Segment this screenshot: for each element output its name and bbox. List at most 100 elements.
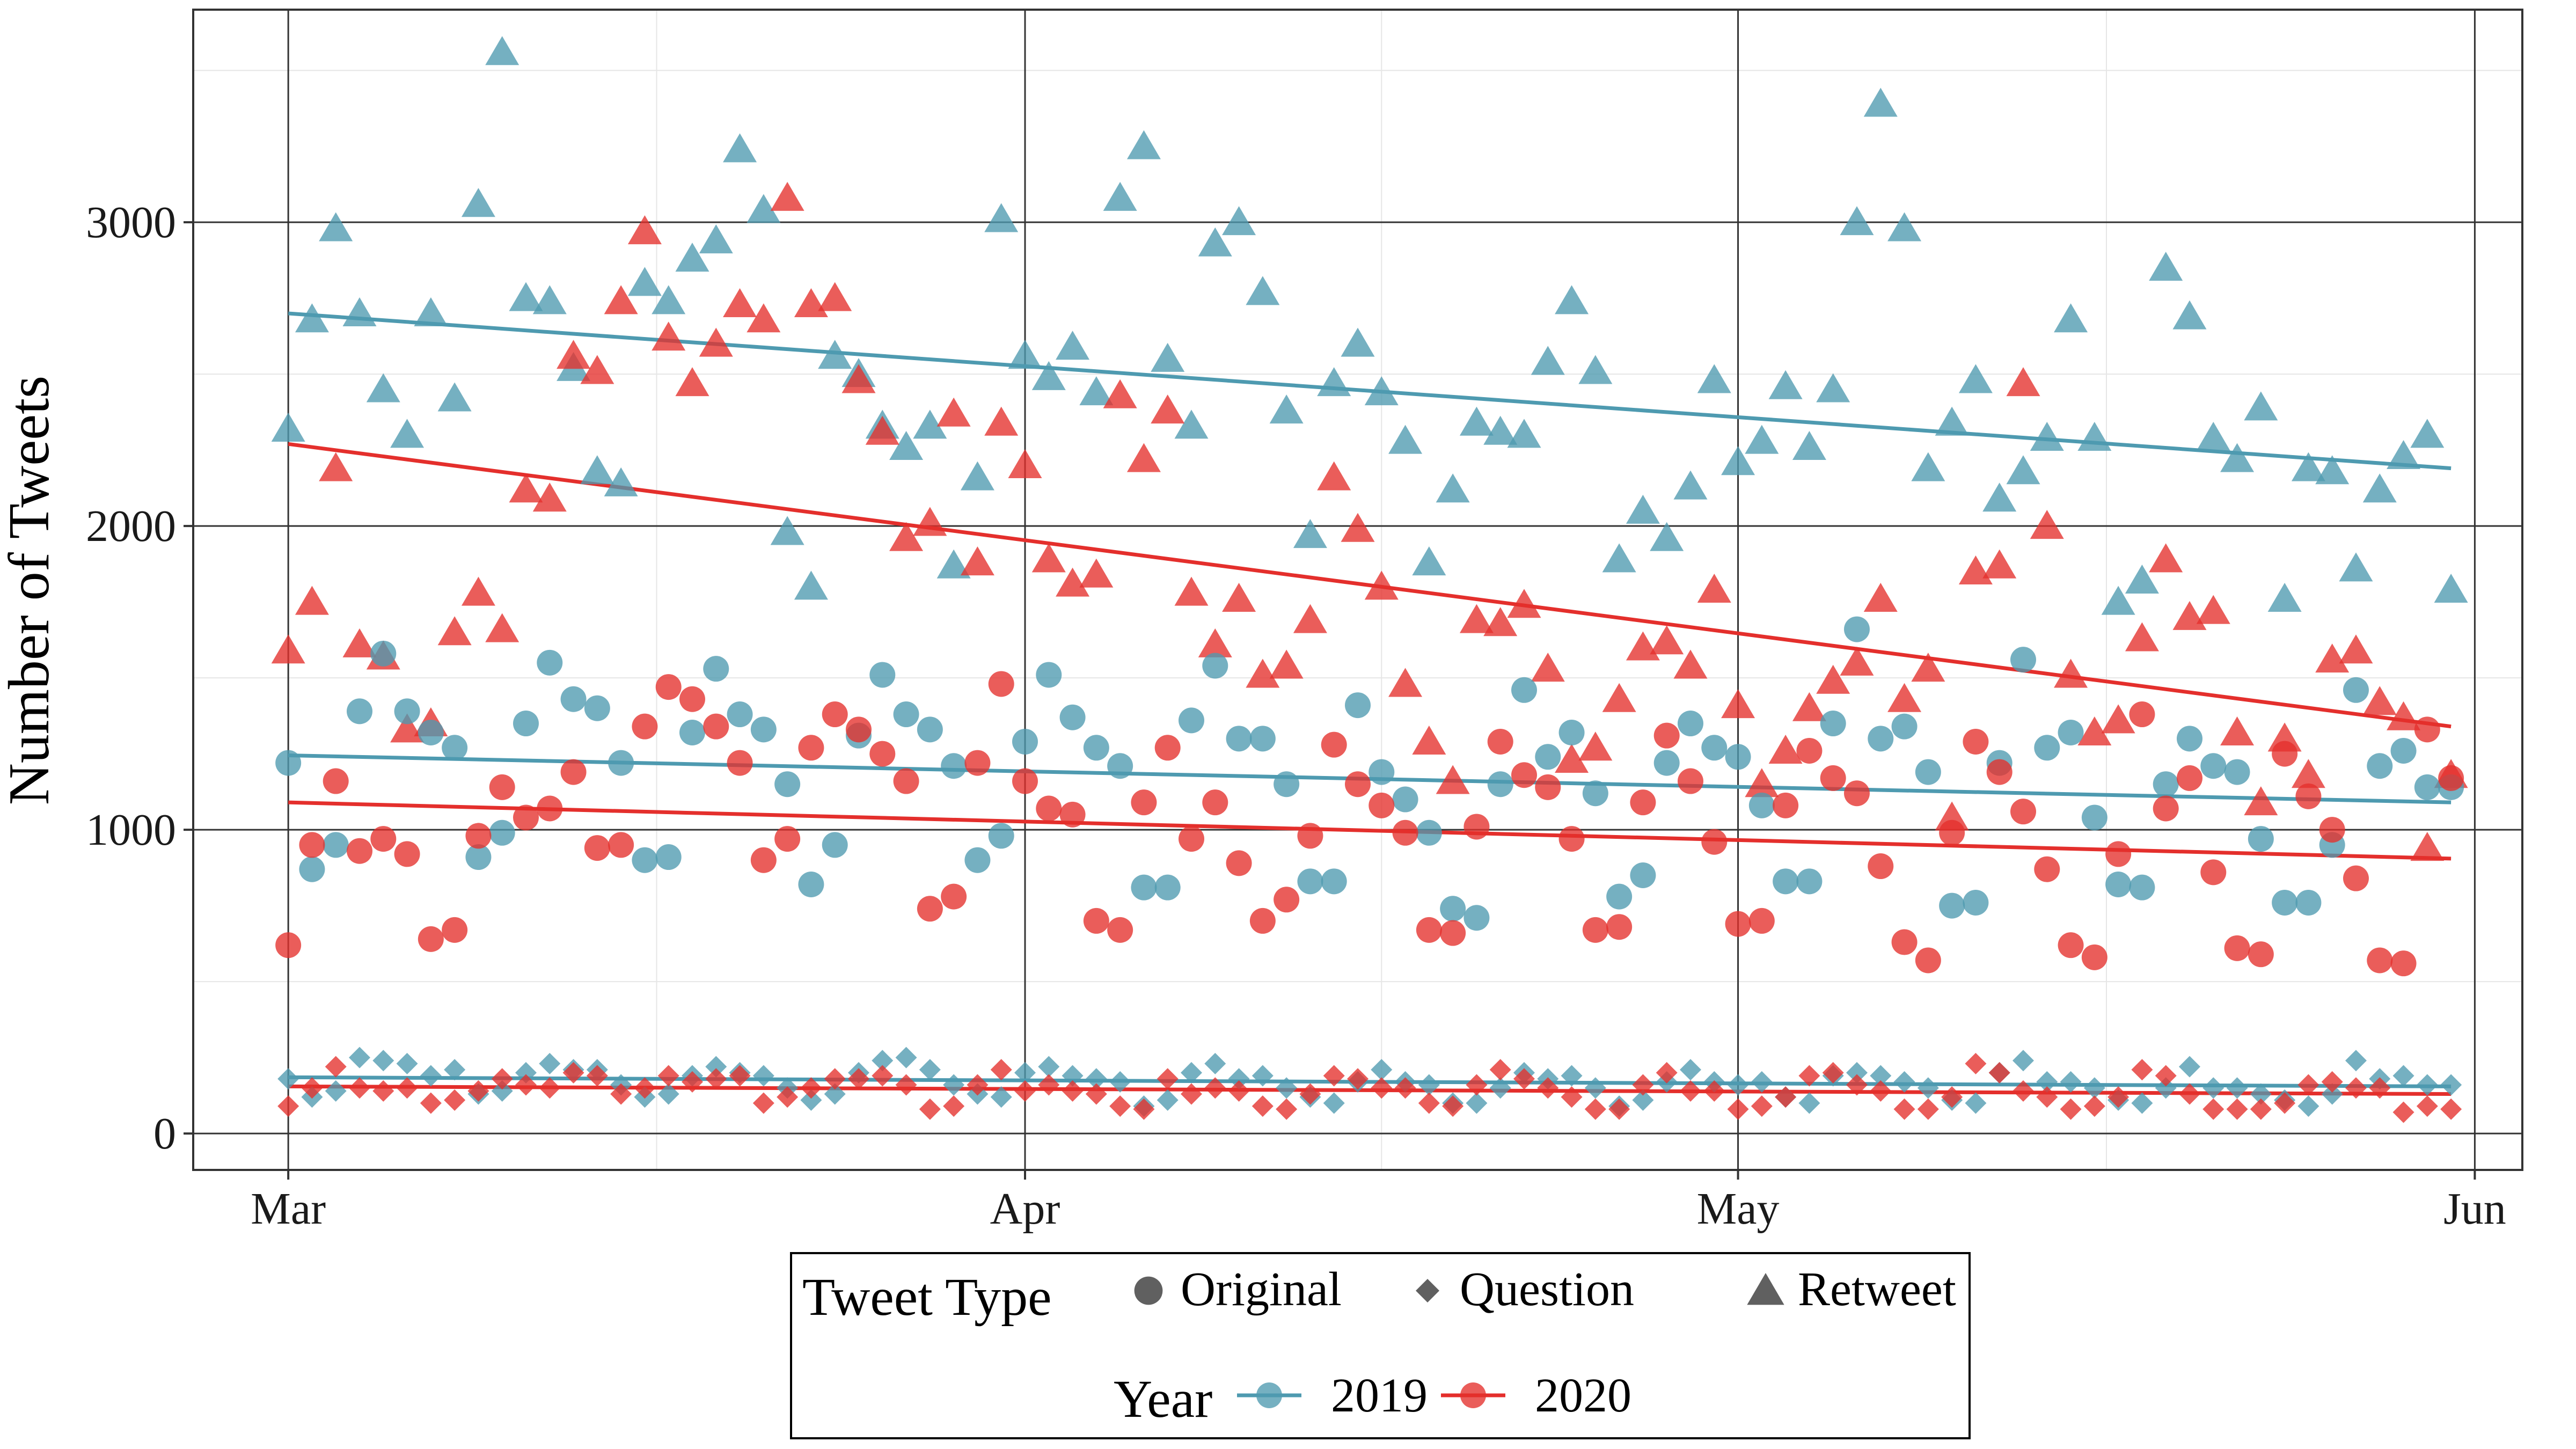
legend-shape-label: Retweet xyxy=(1798,1263,1956,1316)
point-retweet-2019 xyxy=(2149,252,2183,281)
point-question-2020 xyxy=(467,1080,489,1102)
point-question-2020 xyxy=(1442,1095,1464,1117)
point-original-2019 xyxy=(2414,774,2440,800)
point-question-2019 xyxy=(1632,1089,1654,1111)
point-retweet-2020 xyxy=(2030,510,2064,539)
point-retweet-2020 xyxy=(2125,622,2159,652)
point-retweet-2019 xyxy=(2220,443,2255,472)
point-original-2020 xyxy=(1345,771,1371,797)
point-original-2020 xyxy=(1131,789,1157,816)
point-retweet-2019 xyxy=(1269,394,1304,424)
point-retweet-2019 xyxy=(747,194,781,223)
point-question-2019 xyxy=(1228,1068,1250,1090)
point-retweet-2020 xyxy=(960,546,994,576)
point-original-2019 xyxy=(869,662,896,688)
point-question-2019 xyxy=(919,1059,941,1081)
point-original-2019 xyxy=(323,832,349,858)
point-retweet-2020 xyxy=(1364,570,1399,600)
point-question-2020 xyxy=(586,1065,608,1087)
point-original-2020 xyxy=(1915,947,1941,974)
point-retweet-2020 xyxy=(2244,786,2278,816)
point-question-2020 xyxy=(848,1068,869,1090)
point-retweet-2020 xyxy=(1578,731,1613,761)
point-original-2019 xyxy=(1440,896,1466,922)
point-retweet-2019 xyxy=(1578,355,1613,384)
point-retweet-2020 xyxy=(1341,513,1375,542)
point-original-2020 xyxy=(513,804,539,831)
point-question-2020 xyxy=(515,1074,537,1096)
point-original-2020 xyxy=(1963,728,1989,755)
point-original-2020 xyxy=(1535,774,1561,800)
point-retweet-2020 xyxy=(1792,692,1826,721)
point-question-2019 xyxy=(539,1052,561,1074)
legend-shape-label: Original xyxy=(1181,1263,1342,1316)
point-original-2019 xyxy=(394,698,420,724)
point-question-2019 xyxy=(1466,1092,1488,1114)
point-question-2019 xyxy=(872,1050,894,1072)
point-retweet-2019 xyxy=(1364,376,1399,406)
point-original-2020 xyxy=(2058,932,2084,958)
point-question-2020 xyxy=(1846,1074,1868,1096)
point-question-2019 xyxy=(277,1068,299,1090)
point-original-2020 xyxy=(1487,728,1513,755)
point-question-2020 xyxy=(777,1086,799,1108)
point-original-2019 xyxy=(1796,868,1823,895)
point-original-2020 xyxy=(1678,768,1703,794)
point-retweet-2019 xyxy=(1911,452,1945,481)
point-retweet-2020 xyxy=(936,397,971,427)
point-original-2020 xyxy=(2034,856,2060,882)
point-original-2020 xyxy=(1154,735,1181,761)
point-question-2020 xyxy=(2083,1095,2105,1117)
point-original-2019 xyxy=(1131,874,1157,901)
point-retweet-2019 xyxy=(1745,425,1779,454)
point-retweet-2020 xyxy=(271,634,305,664)
point-question-2020 xyxy=(1561,1086,1583,1108)
y-tick-label: 1000 xyxy=(86,805,176,855)
point-retweet-2019 xyxy=(1935,406,1969,436)
point-question-2019 xyxy=(491,1080,513,1102)
point-question-2020 xyxy=(1014,1080,1036,1102)
point-question-2020 xyxy=(2155,1065,2177,1087)
point-original-2020 xyxy=(418,926,444,952)
point-original-2020 xyxy=(632,713,658,740)
point-original-2019 xyxy=(2390,737,2417,764)
point-original-2019 xyxy=(964,847,991,873)
point-original-2019 xyxy=(632,847,658,873)
point-retweet-2019 xyxy=(2054,303,2088,333)
point-retweet-2020 xyxy=(1103,379,1137,408)
point-question-2019 xyxy=(1062,1065,1084,1087)
point-retweet-2020 xyxy=(1507,589,1541,618)
point-retweet-2019 xyxy=(699,224,733,254)
point-retweet-2019 xyxy=(319,212,353,241)
point-question-2019 xyxy=(1109,1071,1131,1093)
point-original-2019 xyxy=(608,750,634,776)
y-tick-label: 2000 xyxy=(86,501,176,551)
point-original-2020 xyxy=(394,841,420,867)
point-retweet-2019 xyxy=(1126,130,1161,159)
point-question-2019 xyxy=(2036,1071,2058,1093)
point-retweet-2019 xyxy=(1056,331,1090,360)
point-question-2020 xyxy=(800,1077,822,1099)
point-question-2019 xyxy=(2416,1074,2438,1096)
point-retweet-2019 xyxy=(2267,582,2302,612)
point-original-2020 xyxy=(1179,826,1204,852)
point-question-2019 xyxy=(515,1062,537,1084)
point-original-2020 xyxy=(798,735,824,761)
point-question-2020 xyxy=(1062,1080,1084,1102)
point-original-2019 xyxy=(1274,771,1300,797)
point-original-2019 xyxy=(2058,720,2084,746)
point-question-2019 xyxy=(444,1059,466,1081)
point-question-2020 xyxy=(277,1095,299,1117)
point-retweet-2019 xyxy=(770,516,804,545)
point-retweet-2020 xyxy=(2220,716,2255,746)
x-tick-label: Mar xyxy=(251,1184,326,1234)
point-original-2020 xyxy=(323,768,349,794)
y-axis-title: Number of Tweets xyxy=(0,376,61,805)
point-retweet-2019 xyxy=(936,549,971,579)
point-retweet-2020 xyxy=(319,452,353,481)
point-question-2019 xyxy=(372,1050,394,1072)
point-question-2019 xyxy=(396,1052,418,1074)
point-question-2019 xyxy=(800,1089,822,1111)
point-retweet-2020 xyxy=(1246,658,1280,688)
point-question-2019 xyxy=(1252,1065,1274,1087)
